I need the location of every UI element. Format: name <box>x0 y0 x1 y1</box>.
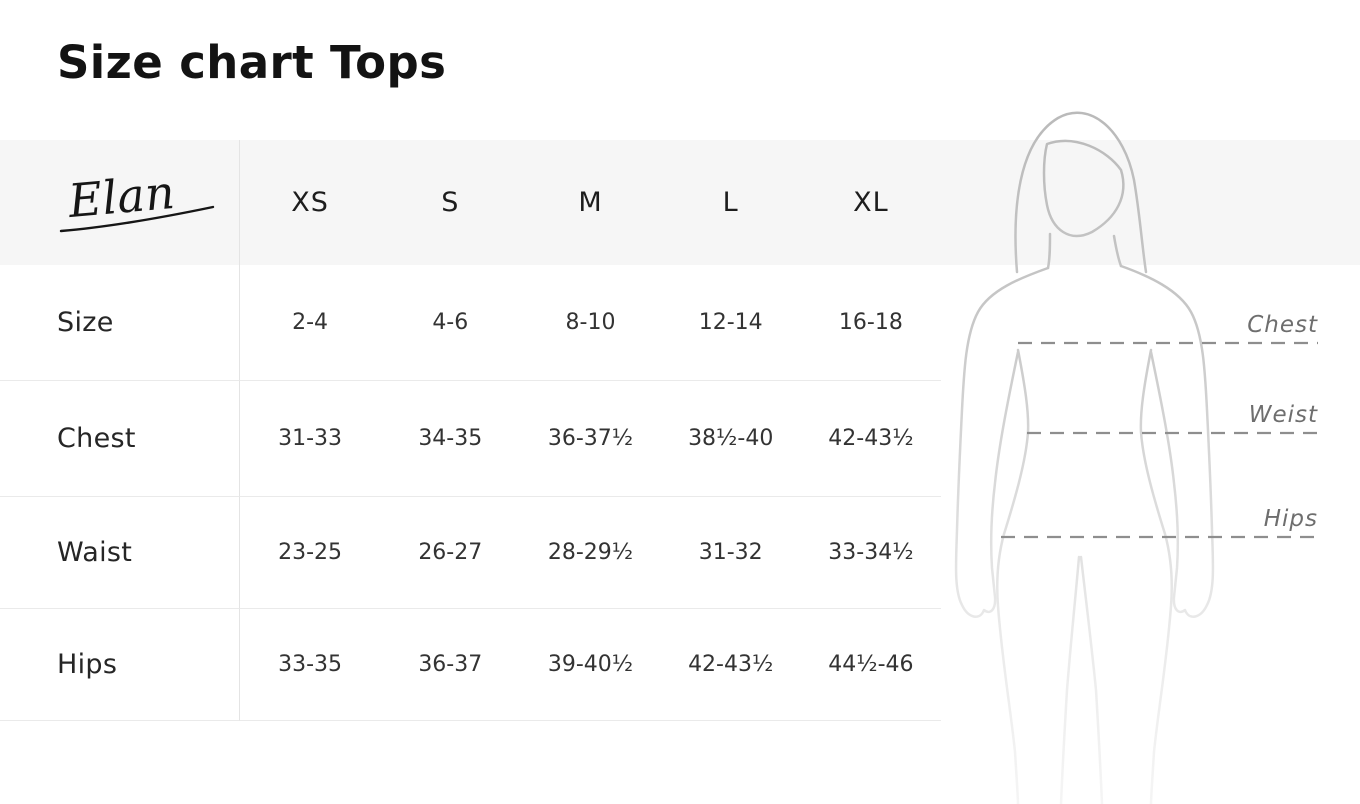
right-torso-leg-path <box>1139 348 1173 804</box>
chest-xl-value: 42-43½ <box>800 381 941 497</box>
waist-s-value: 26-27 <box>380 497 521 609</box>
waist-xl-value: 33-34½ <box>800 497 941 609</box>
brand-logo-cell: Elan <box>0 140 240 265</box>
hips-m-value: 39-40½ <box>520 609 661 721</box>
waist-measure-label: Weist <box>1249 402 1318 428</box>
signature-underline <box>59 205 215 232</box>
row-label-hips: Hips <box>0 609 240 721</box>
chest-s-value: 34-35 <box>380 381 521 497</box>
body-silhouette: Chest Weist Hips <box>954 111 1320 804</box>
page-title: Size chart Tops <box>57 36 447 89</box>
size-xl-value: 16-18 <box>800 265 941 381</box>
hips-measure-label: Hips <box>1264 506 1318 532</box>
column-header-l: L <box>722 187 739 218</box>
brand-name-text: Elan <box>65 164 177 227</box>
neck-right-path <box>1112 234 1123 268</box>
left-torso-leg-path <box>996 348 1030 804</box>
neck-left-path <box>1046 232 1052 270</box>
chest-measure-label: Chest <box>1247 312 1318 338</box>
chest-xs-value: 31-33 <box>240 381 381 497</box>
chest-l-value: 38½-40 <box>660 381 801 497</box>
column-header-xs: XS <box>291 187 329 218</box>
chest-m-value: 36-37½ <box>520 381 661 497</box>
column-header-m: M <box>578 187 603 218</box>
size-m-value: 8-10 <box>520 265 661 381</box>
waist-xs-value: 23-25 <box>240 497 381 609</box>
row-label-size: Size <box>0 265 240 381</box>
inner-left-leg-path <box>1059 555 1081 804</box>
hair-outline-path <box>1014 111 1148 274</box>
size-xs-value: 2-4 <box>240 265 381 381</box>
size-table: Elan XS S M L XL Size 2-4 4-6 8-10 12-14… <box>0 140 941 721</box>
size-l-value: 12-14 <box>660 265 801 381</box>
left-arm-path <box>954 266 1050 618</box>
right-arm-path <box>1119 264 1215 618</box>
waist-m-value: 28-29½ <box>520 497 661 609</box>
hips-l-value: 42-43½ <box>660 609 801 721</box>
waist-l-value: 31-32 <box>660 497 801 609</box>
row-label-waist: Waist <box>0 497 240 609</box>
hips-s-value: 36-37 <box>380 609 521 721</box>
inner-right-leg-path <box>1079 555 1104 804</box>
column-header-xl: XL <box>853 187 889 218</box>
hips-xl-value: 44½-46 <box>800 609 941 721</box>
column-header-s: S <box>441 187 460 218</box>
header-band <box>0 140 1360 265</box>
hips-xs-value: 33-35 <box>240 609 381 721</box>
face-outline-path <box>1042 139 1125 238</box>
row-label-chest: Chest <box>0 381 240 497</box>
size-s-value: 4-6 <box>380 265 521 381</box>
brand-signature-logo: Elan <box>59 164 215 232</box>
